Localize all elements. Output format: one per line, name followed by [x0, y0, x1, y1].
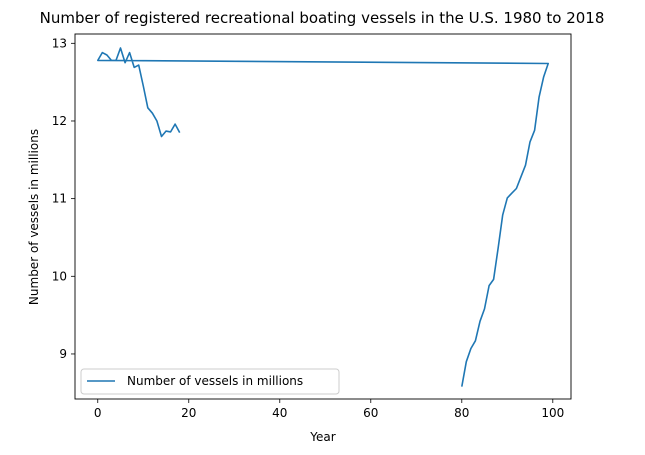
x-tick-label: 40	[272, 406, 287, 420]
legend: Number of vessels in millions	[80, 368, 340, 395]
y-axis-ticks: 9 10 11 12 13	[52, 36, 75, 361]
x-axis-label: Year	[309, 430, 335, 444]
y-axis-label: Number of vessels in millions	[27, 129, 41, 305]
x-tick-label: 0	[94, 406, 102, 420]
y-tick-label: 11	[52, 192, 67, 206]
series-group	[97, 47, 550, 387]
plot-frame	[74, 33, 572, 400]
legend-label: Number of vessels in millions	[127, 374, 303, 388]
legend-box	[80, 368, 340, 395]
x-tick-label: 20	[181, 406, 196, 420]
y-tick-label: 13	[52, 36, 67, 50]
chart-title: Number of registered recreational boatin…	[40, 9, 605, 27]
y-tick-label: 12	[52, 114, 67, 128]
y-tick-label: 10	[52, 269, 67, 283]
x-tick-label: 80	[454, 406, 469, 420]
series-line	[97, 47, 550, 387]
x-axis-ticks: 0 20 40 60 80 100	[94, 399, 564, 420]
plot-area: 0 20 40 60 80 100 9 10 11 12 13	[52, 33, 572, 420]
x-tick-label: 100	[541, 406, 564, 420]
x-tick-label: 60	[363, 406, 378, 420]
y-tick-label: 9	[59, 347, 67, 361]
